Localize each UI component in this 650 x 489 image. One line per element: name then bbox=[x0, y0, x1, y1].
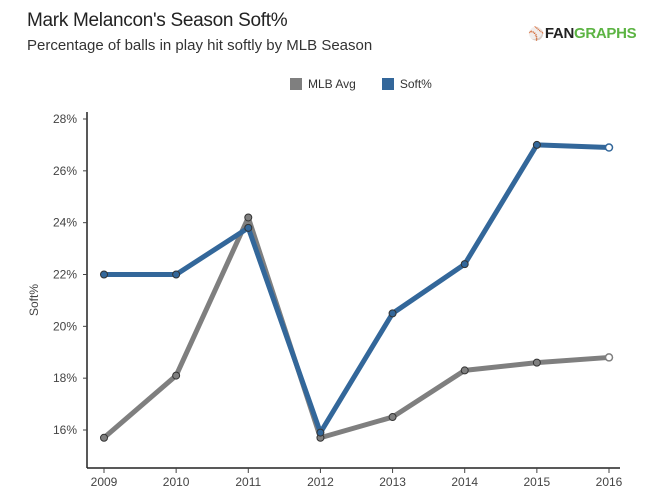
y-axis-title: Soft% bbox=[27, 284, 41, 316]
legend-swatch-soft bbox=[381, 78, 394, 90]
x-tick-label: 2009 bbox=[91, 475, 118, 489]
data-point bbox=[316, 428, 325, 437]
legend-item-mlb-avg[interactable]: MLB Avg bbox=[290, 77, 356, 91]
data-point bbox=[244, 213, 253, 222]
legend: MLB Avg Soft% bbox=[290, 77, 432, 91]
x-tick-label: 2016 bbox=[596, 475, 623, 489]
legend-label-soft: Soft% bbox=[399, 77, 432, 91]
chart-title: Mark Melancon's Season Soft% bbox=[27, 10, 288, 31]
data-point bbox=[532, 140, 541, 149]
series-line bbox=[101, 214, 612, 441]
data-point bbox=[100, 433, 108, 442]
y-tick-label: 20% bbox=[53, 319, 77, 333]
chart-subtitle: Percentage of balls in play hit softly b… bbox=[27, 37, 373, 54]
y-tick-label: 28% bbox=[53, 112, 77, 126]
y-tick-label: 18% bbox=[53, 371, 77, 385]
x-tick-label: 2014 bbox=[451, 475, 478, 489]
data-point bbox=[172, 270, 181, 279]
data-point bbox=[460, 260, 469, 269]
y-tick-label: 24% bbox=[53, 216, 77, 230]
axes: 16% 18% 20% 22% 24% 26% 28% 2009 2010 2011 2012 201… bbox=[27, 112, 623, 489]
y-tick-label: 26% bbox=[53, 164, 77, 178]
data-point bbox=[604, 143, 614, 152]
x-tick-label: 2010 bbox=[163, 475, 190, 489]
data-point bbox=[460, 366, 469, 375]
series-mlb-avg bbox=[100, 213, 614, 442]
y-tick-label: 16% bbox=[53, 423, 77, 437]
legend-label-mlb-avg: MLB Avg bbox=[308, 77, 356, 91]
series-group bbox=[100, 140, 614, 442]
data-point bbox=[388, 413, 397, 422]
fangraphs-logo: ⚾FANGRAPHS bbox=[528, 25, 637, 42]
x-tick-label: 2013 bbox=[379, 475, 406, 489]
series-line bbox=[101, 142, 612, 436]
x-tick-label: 2015 bbox=[524, 475, 551, 489]
y-tick-label: 22% bbox=[53, 268, 77, 282]
series-soft- bbox=[100, 140, 614, 437]
data-point bbox=[388, 309, 397, 318]
data-point bbox=[604, 353, 614, 362]
batter-icon: ⚾ bbox=[528, 26, 544, 41]
data-point bbox=[172, 371, 181, 380]
data-point bbox=[244, 223, 253, 232]
x-tick-label: 2012 bbox=[307, 475, 334, 489]
data-point bbox=[532, 358, 541, 367]
data-point bbox=[100, 270, 108, 279]
legend-item-soft[interactable]: Soft% bbox=[381, 77, 432, 91]
x-tick-label: 2011 bbox=[235, 475, 261, 489]
legend-swatch-mlb-avg bbox=[290, 78, 302, 90]
